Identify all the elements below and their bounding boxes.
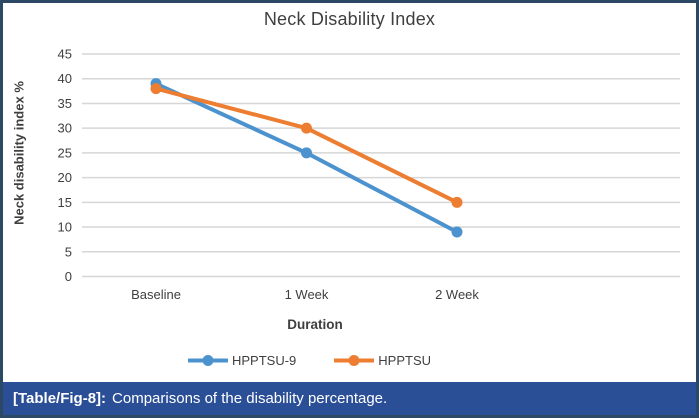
legend-label: HPPTSU-9 [232, 353, 297, 368]
y-tick-label: 20 [58, 170, 72, 185]
x-tick-label: Baseline [131, 287, 181, 302]
data-point-marker-hpptsu [301, 122, 312, 134]
legend-label: HPPTSU [378, 353, 432, 368]
caption-text: Comparisons of the disability percentage… [112, 390, 388, 407]
legend-item-hpptsu-9: HPPTSU-9 [188, 353, 296, 368]
data-point-marker-hpptsu [451, 196, 463, 208]
legend-marker-icon [188, 355, 228, 366]
chart-area: Neck Disability Index Neck disability in… [3, 3, 696, 382]
legend-item-hpptsu: HPPTSU [334, 353, 431, 368]
legend: HPPTSU-9 HPPTSU [188, 353, 431, 368]
caption-bar: [Table/Fig-8]: Comparisons of the disabi… [3, 382, 696, 415]
data-point-marker-hpptsu-9 [451, 226, 463, 238]
y-tick-label: 25 [58, 145, 72, 160]
y-tick-label: 15 [58, 195, 72, 210]
data-point-marker-hpptsu [150, 83, 162, 95]
x-tick-label: 1 Week [285, 287, 329, 302]
x-tick-label: 2 Week [435, 287, 479, 302]
y-tick-label: 10 [58, 220, 72, 235]
chart-title: Neck Disability Index [263, 9, 436, 29]
y-tick-label: 35 [58, 96, 72, 111]
y-tick-label: 5 [65, 244, 72, 259]
legend-marker-icon [334, 355, 375, 366]
y-tick-label: 0 [65, 269, 72, 284]
y-tick-label: 40 [58, 71, 72, 86]
x-axis-title: Duration [287, 317, 343, 332]
plot-svg: 45 40 35 30 25 20 15 10 5 0 Baseline 1 Week 2 Week [58, 47, 680, 302]
y-tick-label: 30 [58, 121, 72, 136]
data-point-marker-hpptsu-9 [301, 147, 312, 159]
y-tick-label: 45 [58, 47, 72, 62]
caption-label: [Table/Fig-8]: [13, 390, 107, 407]
